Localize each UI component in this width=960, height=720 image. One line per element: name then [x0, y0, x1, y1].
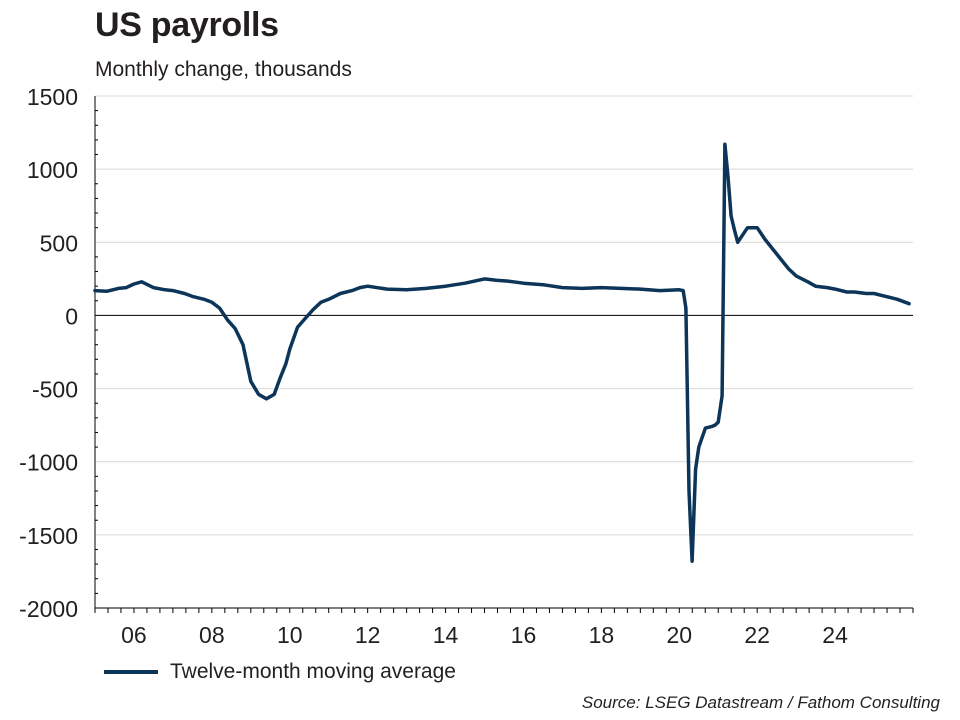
source-note: Source: LSEG Datastream / Fathom Consult…	[581, 693, 940, 712]
y-tick-label: 500	[40, 230, 78, 256]
legend-swatch	[104, 670, 158, 674]
axes: -2000 -1500 -1000 -500 0 500 1000 1500 06 08 10 12 1…	[19, 84, 914, 648]
y-tick-label: -500	[32, 377, 78, 403]
x-tick-label: 16	[511, 622, 537, 648]
series-line-twelve-month-moving-average	[93, 142, 911, 563]
y-tick-label: -1500	[19, 523, 78, 549]
x-tick-label: 20	[666, 622, 692, 648]
legend-label: Twelve-month moving average	[170, 660, 456, 683]
x-tick-label: 24	[822, 622, 848, 648]
y-tick-label: -2000	[19, 596, 78, 622]
x-tick-label: 08	[199, 622, 225, 648]
x-tick-label: 22	[744, 622, 770, 648]
chart-title: US payrolls	[95, 6, 279, 44]
y-tick-label: 1000	[27, 157, 78, 183]
legend: Twelve-month moving average	[104, 660, 456, 684]
x-tick-label: 12	[355, 622, 381, 648]
y-tick-label: 1500	[27, 84, 78, 110]
series-layer	[93, 142, 911, 563]
chart-subtitle: Monthly change, thousands	[95, 58, 352, 81]
x-tick-label: 10	[277, 622, 303, 648]
x-tick-label: 18	[589, 622, 615, 648]
y-tick-label: -1000	[19, 450, 78, 476]
y-tick-label: 0	[65, 303, 78, 329]
gridlines	[95, 95, 913, 536]
x-tick-label: 06	[121, 622, 147, 648]
x-tick-label: 14	[433, 622, 459, 648]
